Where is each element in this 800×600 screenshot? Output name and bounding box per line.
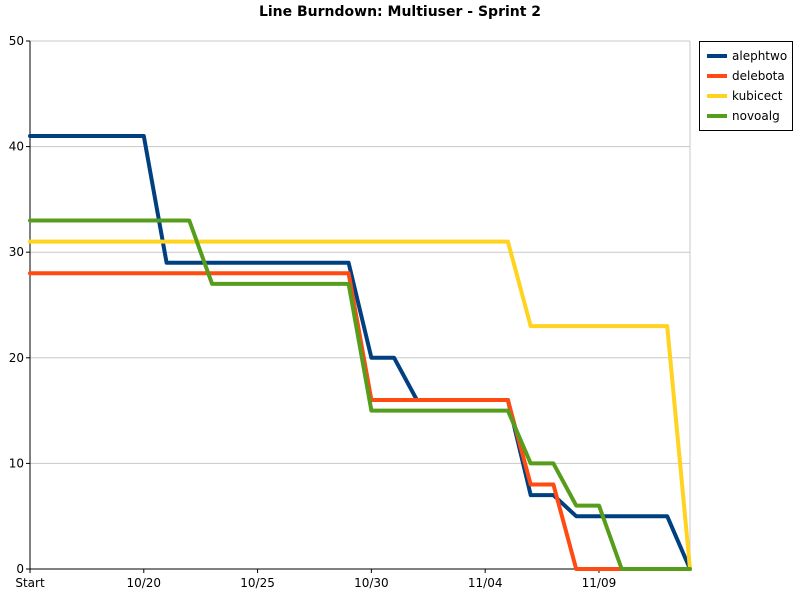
y-tick-label: 40 [9,140,24,154]
legend-swatch [707,74,727,78]
y-tick-label: 20 [9,351,24,365]
legend-label: kubicect [732,89,783,103]
x-tick-label: 10/20 [126,576,161,590]
legend-item-alephtwo: alephtwo [700,46,792,66]
y-tick-label: 10 [9,456,24,470]
x-tick-label: Start [15,576,45,590]
legend-label: delebota [732,69,785,83]
y-tick-label: 30 [9,245,24,259]
legend-label: novoalg [732,109,780,123]
series-line-alephtwo [28,134,692,571]
x-tick-label: 11/09 [582,576,617,590]
x-tick-label: 10/30 [354,576,389,590]
series-line-novoalg [28,218,692,571]
x-tick-label: 11/04 [468,576,503,590]
legend-item-delebota: delebota [700,66,792,86]
y-tick-label: 0 [16,562,24,576]
series-line-kubicect [28,239,692,571]
legend-label: alephtwo [732,49,788,63]
x-tick-label: 10/25 [240,576,275,590]
y-tick-label: 50 [9,34,24,48]
chart-title: Line Burndown: Multiuser - Sprint 2 [258,4,542,20]
legend-swatch [707,54,727,58]
legend: alephtwo delebota kubicect novoalg [699,41,793,131]
legend-swatch [707,94,727,98]
series-line-delebota [28,271,692,571]
legend-item-kubicect: kubicect [700,86,792,106]
legend-swatch [707,114,727,118]
legend-item-novoalg: novoalg [700,106,792,126]
